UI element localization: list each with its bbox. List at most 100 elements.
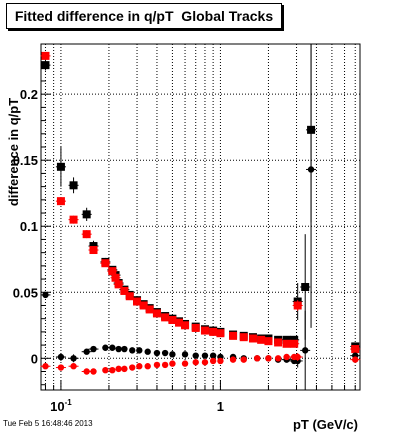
data-point <box>248 334 257 343</box>
data-series-1 <box>40 44 361 351</box>
data-point <box>83 348 90 355</box>
data-point <box>121 345 128 353</box>
data-point <box>101 259 110 268</box>
data-point <box>274 338 283 347</box>
chart-title: Fitted difference in q/pT Global Tracks <box>6 3 282 29</box>
data-point <box>229 331 238 340</box>
data-point <box>217 357 224 365</box>
data-point <box>307 166 315 173</box>
data-point <box>57 364 65 371</box>
data-point <box>209 352 217 359</box>
data-series-4 <box>40 353 361 375</box>
data-point <box>108 267 117 276</box>
data-point <box>41 51 50 60</box>
data-point <box>293 301 302 310</box>
data-point <box>191 323 200 332</box>
data-point <box>192 352 199 359</box>
data-point <box>82 210 91 219</box>
data-point <box>181 360 189 367</box>
data-point <box>125 292 134 301</box>
data-point <box>161 349 169 357</box>
data-point <box>265 355 272 362</box>
data-point <box>168 316 177 325</box>
data-point <box>120 286 129 295</box>
data-series-2 <box>40 51 361 354</box>
data-point <box>129 347 136 354</box>
y-tick-label: 0.05 <box>13 285 38 300</box>
data-point <box>216 329 225 338</box>
data-point <box>57 353 65 361</box>
data-point <box>129 364 136 371</box>
data-point <box>152 309 161 318</box>
data-point <box>69 181 78 190</box>
data-point <box>192 359 199 366</box>
data-point <box>145 305 154 314</box>
data-point <box>70 363 77 370</box>
data-point <box>109 366 116 374</box>
data-point <box>264 337 273 346</box>
data-point <box>239 333 248 342</box>
data-point <box>56 197 65 206</box>
data-point <box>109 344 116 351</box>
x-tick-label: 10-1 <box>50 398 72 414</box>
data-point <box>102 366 109 374</box>
data-point <box>175 318 184 327</box>
data-point <box>115 365 122 373</box>
data-point <box>139 301 148 310</box>
x-tick-label: 1 <box>217 399 224 414</box>
data-point <box>153 361 161 369</box>
y-tick-label: 0.1 <box>20 219 38 234</box>
data-point <box>41 61 50 70</box>
data-point <box>181 351 189 358</box>
data-point <box>83 368 90 375</box>
data-point <box>201 359 209 366</box>
data-point <box>42 291 49 299</box>
data-point <box>136 363 143 370</box>
y-tick-label: 0.15 <box>13 153 38 168</box>
data-point <box>301 347 309 354</box>
data-point <box>102 344 109 351</box>
y-axis-label: difference in q/pT <box>6 98 21 206</box>
data-point <box>114 280 123 289</box>
data-point <box>153 349 161 357</box>
data-point <box>240 356 247 363</box>
data-point <box>115 345 122 353</box>
plot-frame-rect <box>40 43 361 391</box>
data-point <box>169 360 176 367</box>
axis-ticks: 0 0.05 0.1 0.15 0.2 10-1 1 <box>13 54 356 414</box>
data-point <box>161 313 170 322</box>
data-point <box>90 345 97 353</box>
data-point <box>133 297 142 306</box>
data-point <box>253 355 261 362</box>
data-point <box>209 327 218 336</box>
data-point <box>294 353 301 361</box>
data-point <box>351 345 360 354</box>
data-point <box>169 351 176 358</box>
data-point <box>257 335 266 344</box>
data-point <box>290 339 299 348</box>
data-point <box>70 355 77 362</box>
data-markers <box>40 44 361 390</box>
data-point <box>181 321 190 330</box>
data-point <box>200 326 209 335</box>
data-point <box>283 353 290 361</box>
x-axis-label: pT (GeV/c) <box>293 417 358 432</box>
data-point <box>209 357 217 365</box>
y-tick-label: 0.2 <box>20 87 38 102</box>
data-point <box>121 365 128 373</box>
data-point <box>301 282 310 291</box>
data-point <box>144 348 151 355</box>
data-point <box>69 215 78 224</box>
plot-frame <box>40 43 361 391</box>
data-point <box>274 355 282 362</box>
data-point <box>82 230 91 239</box>
data-point <box>352 356 359 363</box>
timestamp: Tue Feb 5 16:48:46 2013 <box>3 419 93 428</box>
data-point <box>90 368 97 375</box>
data-point <box>229 356 237 363</box>
data-point <box>144 363 151 370</box>
grid-lines <box>41 44 360 390</box>
data-point <box>282 339 291 348</box>
y-tick-label: 0 <box>31 351 38 366</box>
